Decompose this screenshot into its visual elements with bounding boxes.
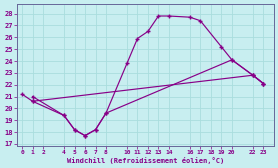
X-axis label: Windchill (Refroidissement éolien,°C): Windchill (Refroidissement éolien,°C) — [67, 157, 224, 164]
